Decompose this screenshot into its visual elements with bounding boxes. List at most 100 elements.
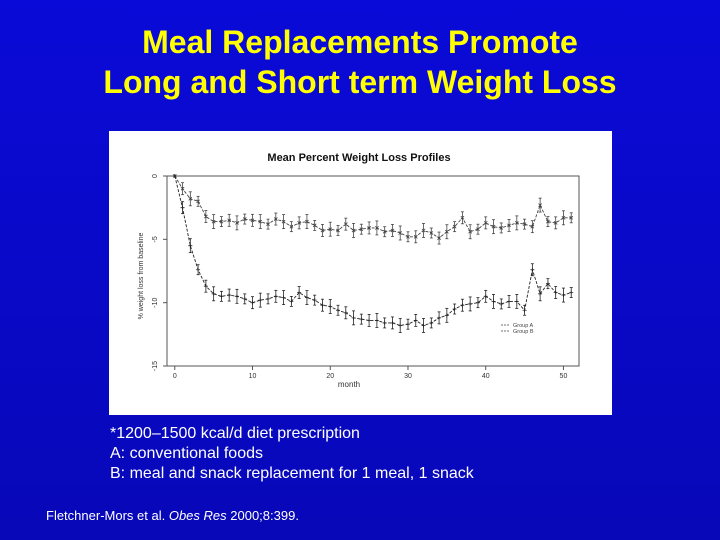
point-2-46 bbox=[530, 267, 535, 272]
point-1-45 bbox=[522, 222, 527, 227]
slide-title: Meal Replacements Promote Long and Short… bbox=[0, 22, 720, 102]
legend-label-1: Group A bbox=[513, 323, 534, 329]
point-1-33 bbox=[429, 231, 434, 235]
point-1-8 bbox=[235, 220, 239, 225]
x-tick-label-0: 0 bbox=[173, 373, 177, 380]
x-tick-label-30: 30 bbox=[404, 373, 412, 380]
point-2-2 bbox=[188, 243, 193, 248]
point-2-23 bbox=[351, 315, 356, 320]
point-1-5 bbox=[211, 219, 216, 224]
point-1-10 bbox=[250, 218, 255, 223]
x-tick-label-50: 50 bbox=[560, 373, 568, 380]
point-2-20 bbox=[328, 304, 333, 309]
point-2-42 bbox=[499, 301, 504, 306]
point-2-14 bbox=[281, 295, 286, 300]
point-2-13 bbox=[273, 294, 278, 299]
point-1-9 bbox=[242, 217, 247, 221]
point-1-50 bbox=[561, 215, 566, 220]
point-2-33 bbox=[429, 320, 434, 325]
point-1-29 bbox=[398, 231, 403, 235]
point-2-30 bbox=[405, 322, 410, 327]
point-1-28 bbox=[390, 228, 395, 233]
point-2-32 bbox=[421, 323, 426, 328]
point-1-21 bbox=[336, 228, 340, 233]
point-1-42 bbox=[499, 226, 504, 230]
point-2-45 bbox=[522, 308, 527, 313]
notes-block: *1200–1500 kcal/d diet prescription A: c… bbox=[110, 424, 474, 484]
x-tick-label-20: 20 bbox=[326, 373, 334, 380]
point-2-17 bbox=[304, 295, 309, 300]
point-1-31 bbox=[413, 234, 418, 239]
note-diet: *1200–1500 kcal/d diet prescription bbox=[110, 425, 360, 442]
point-1-43 bbox=[507, 223, 511, 228]
point-2-43 bbox=[507, 299, 512, 304]
point-2-15 bbox=[289, 299, 294, 304]
y-tick-label-0: 0 bbox=[152, 174, 159, 178]
citation-ref: 2000;8:399. bbox=[226, 508, 299, 523]
point-2-5 bbox=[211, 291, 216, 296]
point-2-50 bbox=[561, 293, 566, 298]
point-2-49 bbox=[553, 290, 558, 295]
slide-title-line-1: Meal Replacements Promote bbox=[142, 24, 578, 60]
x-tick-label-40: 40 bbox=[482, 373, 490, 380]
slide-title-line-2: Long and Short term Weight Loss bbox=[103, 64, 617, 100]
point-1-35 bbox=[444, 229, 449, 234]
point-1-22 bbox=[343, 222, 348, 227]
point-2-38 bbox=[468, 301, 473, 306]
point-2-40 bbox=[483, 294, 488, 299]
point-2-28 bbox=[390, 320, 395, 325]
point-2-19 bbox=[320, 303, 325, 308]
point-2-21 bbox=[336, 308, 341, 313]
point-1-15 bbox=[289, 224, 294, 229]
point-2-12 bbox=[266, 296, 271, 301]
point-1-3 bbox=[196, 199, 200, 204]
chart-figure: Mean Percent Weight Loss Profiles month … bbox=[109, 131, 612, 415]
point-2-6 bbox=[219, 294, 224, 299]
citation: Fletchner-Mors et al. Obes Res 2000;8:39… bbox=[46, 508, 299, 523]
series-line-2 bbox=[174, 175, 572, 326]
point-2-36 bbox=[452, 307, 457, 311]
point-1-12 bbox=[266, 222, 270, 227]
point-2-11 bbox=[258, 298, 263, 303]
point-1-41 bbox=[491, 224, 496, 229]
y-axis-label: % weight loss from baseline bbox=[138, 233, 145, 320]
point-2-34 bbox=[437, 315, 442, 320]
y-tick-label--15: -15 bbox=[152, 361, 159, 371]
point-2-47 bbox=[538, 291, 543, 296]
point-1-32 bbox=[421, 228, 426, 233]
point-2-51 bbox=[569, 290, 574, 295]
point-1-49 bbox=[553, 220, 558, 225]
point-2-24 bbox=[359, 317, 364, 322]
point-2-48 bbox=[545, 281, 550, 286]
plot-frame bbox=[166, 175, 580, 367]
point-1-7 bbox=[227, 218, 232, 223]
point-2-10 bbox=[250, 300, 255, 305]
point-2-4 bbox=[203, 284, 208, 289]
point-1-47 bbox=[538, 203, 543, 208]
y-tick-label--5: -5 bbox=[152, 236, 159, 242]
point-1-26 bbox=[375, 226, 379, 230]
point-1-18 bbox=[312, 223, 317, 228]
weight-loss-chart: Mean Percent Weight Loss Profiles month … bbox=[138, 152, 580, 389]
point-1-39 bbox=[476, 227, 480, 232]
point-1-48 bbox=[546, 219, 550, 224]
x-tick-label-10: 10 bbox=[249, 373, 257, 380]
point-1-24 bbox=[359, 227, 364, 232]
point-1-51 bbox=[569, 215, 574, 220]
chart-title: Mean Percent Weight Loss Profiles bbox=[267, 152, 450, 164]
point-1-17 bbox=[305, 219, 309, 224]
point-2-1 bbox=[180, 205, 185, 210]
point-1-38 bbox=[468, 229, 473, 234]
point-2-18 bbox=[312, 298, 317, 303]
note-group-a: A: conventional foods bbox=[110, 445, 263, 462]
series-line-1 bbox=[174, 175, 572, 239]
point-1-13 bbox=[273, 217, 278, 221]
point-1-44 bbox=[514, 220, 519, 225]
point-1-1 bbox=[180, 186, 185, 191]
point-1-20 bbox=[328, 227, 333, 232]
point-2-35 bbox=[444, 313, 449, 318]
point-1-30 bbox=[406, 234, 410, 239]
point-1-37 bbox=[460, 215, 465, 220]
point-1-23 bbox=[351, 228, 356, 233]
point-1-4 bbox=[203, 214, 208, 219]
